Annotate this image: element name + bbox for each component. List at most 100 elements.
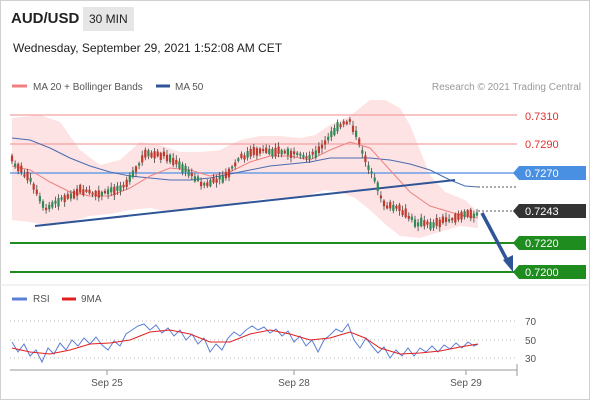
candle-body: [227, 168, 231, 178]
candle-body: [54, 200, 57, 204]
candle-body: [131, 170, 134, 178]
candle-body: [469, 209, 472, 219]
candle-body: [196, 176, 200, 181]
candle-body: [314, 150, 317, 158]
candle-body: [107, 189, 110, 195]
candle-body: [472, 213, 475, 218]
ma9-legend-label: 9MA: [81, 294, 102, 305]
candle-body: [324, 140, 327, 145]
symbol-title: AUD/USD: [11, 10, 80, 27]
trend-line: [34, 179, 456, 227]
candle-body: [32, 183, 35, 190]
candle-body: [234, 162, 237, 167]
candle-body: [373, 177, 376, 182]
price-tag-last: [513, 204, 586, 218]
candle-body: [48, 204, 51, 210]
candle-body: [231, 166, 234, 169]
candle-body: [63, 195, 66, 202]
candle-body: [159, 152, 162, 160]
candle-body: [429, 222, 432, 230]
candle-body: [317, 146, 320, 154]
candle-body: [60, 197, 63, 200]
candle-body: [14, 163, 17, 167]
price-tag-s2: [513, 265, 586, 279]
candle-body: [457, 213, 460, 220]
candle-body: [218, 176, 221, 180]
candle-body: [426, 221, 429, 225]
candle-body: [339, 124, 342, 128]
candle-body: [475, 212, 479, 216]
candle-body: [296, 152, 299, 155]
candle-body: [240, 153, 243, 159]
candle-body: [410, 216, 413, 220]
candle-body: [265, 147, 268, 154]
candle-body: [72, 190, 76, 199]
candle-body: [113, 186, 116, 196]
candlesticks: [10, 116, 479, 232]
price-tag-s1: [513, 236, 586, 250]
candle-body: [289, 150, 293, 158]
candle-body: [466, 210, 469, 217]
candle-body: [116, 185, 119, 191]
candle-body: [262, 149, 265, 152]
candle-body: [69, 193, 72, 199]
candle-body: [156, 151, 159, 157]
candle-body: [172, 157, 175, 166]
candle-body: [162, 151, 165, 157]
candle-body: [460, 212, 463, 220]
candle-body: [382, 200, 386, 207]
candle-body: [448, 219, 451, 222]
candle-body: [10, 155, 14, 162]
candle-body: [283, 150, 286, 154]
candle-body: [308, 155, 311, 160]
rsi-level-30: 30: [525, 354, 537, 365]
candle-body: [88, 189, 91, 194]
candle-body: [258, 148, 262, 154]
candle-body: [302, 155, 305, 158]
candle-body: [35, 189, 38, 195]
candle-body: [392, 204, 395, 211]
candle-body: [190, 173, 193, 177]
candle-body: [364, 155, 367, 163]
candle-body: [311, 151, 314, 155]
candle-body: [91, 192, 94, 195]
candle-body: [444, 217, 448, 223]
candle-body: [212, 177, 215, 183]
candle-body: [66, 194, 69, 199]
candle-body: [20, 165, 23, 173]
interval-button[interactable]: 30 MIN: [83, 7, 134, 31]
candle-body: [435, 217, 438, 226]
candle-body: [404, 208, 407, 218]
candle-body: [203, 183, 206, 186]
candle-body: [417, 222, 420, 227]
rsi-level-70: 70: [525, 317, 537, 328]
candle-body: [26, 171, 29, 181]
candle-body: [165, 154, 169, 162]
candle-body: [138, 163, 141, 166]
x-axis-label-sep25: Sep 25: [91, 378, 123, 389]
candle-body: [110, 187, 113, 193]
candle-body: [320, 144, 324, 149]
candle-body: [389, 202, 392, 209]
candle-body: [184, 165, 187, 172]
candle-body: [330, 131, 333, 138]
candle-body: [221, 175, 224, 183]
candle-body: [327, 136, 330, 141]
candle-body: [200, 181, 203, 187]
candle-body: [150, 152, 153, 158]
candle-body: [432, 222, 435, 228]
candle-body: [224, 171, 227, 179]
price-label-s2: 0.7200: [525, 267, 559, 279]
candle-body: [355, 130, 358, 138]
forecast-arrow-head: [503, 255, 513, 272]
candle-body: [333, 127, 336, 136]
price-tag-pivot: [513, 166, 586, 180]
candle-body: [85, 189, 88, 192]
rsi-level-50: 50: [525, 336, 537, 347]
timestamp: Wednesday, September 29, 2021 1:52:08 AM…: [13, 41, 283, 55]
candle-body: [358, 138, 361, 144]
price-label-r1: 0.7290: [525, 139, 559, 151]
candle-body: [379, 195, 382, 199]
candle-body: [451, 218, 454, 221]
rsi-legend-label: RSI: [33, 294, 50, 305]
